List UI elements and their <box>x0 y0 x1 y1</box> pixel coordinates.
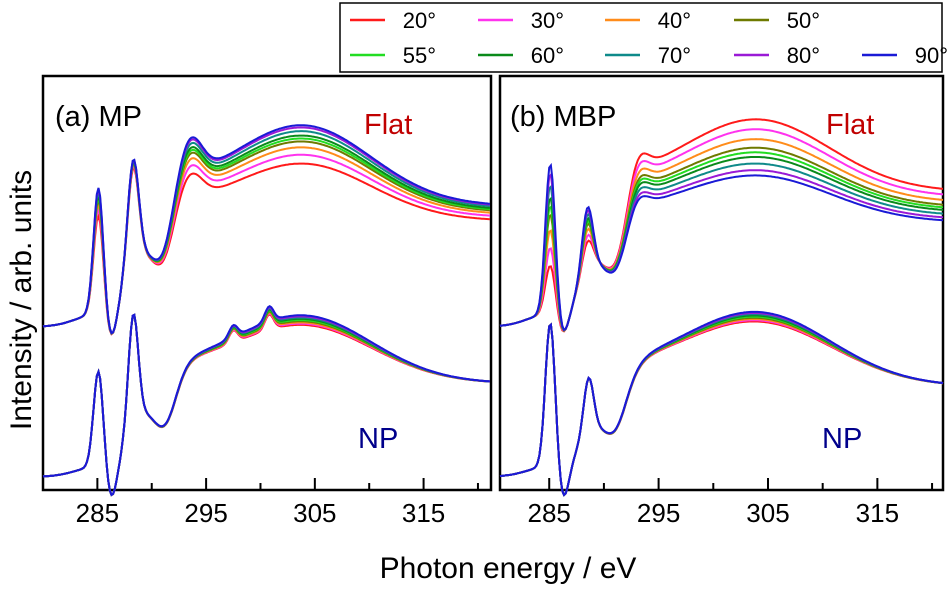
np-series-20deg <box>42 313 490 497</box>
np-series-90deg <box>42 305 490 497</box>
legend: 20° 30° 40° 50° 55° 60° 70° 80° 90° <box>339 2 947 73</box>
flat-series-40deg <box>42 146 491 336</box>
legend-label: 55° <box>403 43 436 68</box>
x-tick-label: 295 <box>637 498 680 528</box>
legend-label: 90° <box>915 43 947 68</box>
np-series-20deg <box>499 320 944 497</box>
legend-label: 60° <box>531 43 564 68</box>
x-tick-label: 305 <box>746 498 789 528</box>
np-series-30deg <box>42 312 491 497</box>
np-series-60deg <box>499 314 944 497</box>
np-series-55deg <box>499 315 944 497</box>
np-series-50deg <box>42 310 490 497</box>
legend-label: 20° <box>403 8 436 33</box>
np-series-80deg <box>499 312 944 497</box>
legend-label: 70° <box>658 43 691 68</box>
flat-series-80deg <box>42 126 490 335</box>
panel-a-flat-traces <box>42 124 491 336</box>
x-tick-label: 285 <box>76 498 119 528</box>
flat-series-55deg <box>42 137 491 335</box>
panel-a-flat-tag: Flat <box>364 109 412 141</box>
flat-series-90deg <box>499 162 944 332</box>
x-tick-label: 295 <box>184 498 227 528</box>
panel-b-frame <box>498 74 945 492</box>
np-series-50deg <box>499 316 944 497</box>
x-tick-label: 315 <box>402 498 445 528</box>
flat-series-30deg <box>42 153 490 336</box>
np-series-70deg <box>42 307 491 497</box>
flat-series-20deg <box>499 118 944 333</box>
panel-b-np-tag: NP <box>822 423 862 455</box>
np-series-30deg <box>499 319 944 497</box>
legend-label: 40° <box>658 8 691 33</box>
legend-label: 30° <box>531 8 564 33</box>
np-series-70deg <box>499 313 944 497</box>
x-tick-label: 305 <box>293 498 336 528</box>
np-series-90deg <box>499 310 944 497</box>
panel-b-np-traces <box>499 310 944 497</box>
panel-a-ticks: 285 295 305 315 <box>42 478 479 528</box>
panel-b-label: (b) MBP <box>510 101 616 133</box>
panel-b-flat-tag: Flat <box>826 109 874 141</box>
panel-a-np-traces <box>42 305 491 497</box>
panel-a: 285 295 305 315 (a) MP Flat NP <box>41 74 493 528</box>
panel-a-frame <box>41 74 493 492</box>
x-tick-label: 285 <box>528 498 571 528</box>
x-tick-label: 315 <box>856 498 899 528</box>
np-series-40deg <box>499 318 944 497</box>
np-series-40deg <box>42 311 490 497</box>
flat-series-30deg <box>499 128 944 333</box>
panel-b-ticks: 285 295 305 315 <box>528 478 934 528</box>
np-series-80deg <box>42 306 490 497</box>
legend-label: 50° <box>787 8 820 33</box>
flat-series-60deg <box>42 134 490 335</box>
panel-b-flat-traces <box>499 118 944 333</box>
x-axis-title: Photon energy / eV <box>380 552 637 585</box>
panel-a-np-tag: NP <box>358 423 398 455</box>
np-series-60deg <box>42 308 490 497</box>
flat-series-90deg <box>42 124 490 335</box>
legend-items: 20° 30° 40° 50° 55° 60° 70° 80° 90° <box>350 8 947 68</box>
legend-box <box>339 2 943 73</box>
y-axis-title: Intensity / arb. units <box>5 170 38 430</box>
panel-a-label: (a) MP <box>55 101 142 133</box>
legend-label: 80° <box>787 43 820 68</box>
panel-b: 285 295 305 315 (b) MBP Flat NP <box>498 74 945 528</box>
flat-series-70deg <box>499 162 944 332</box>
flat-series-60deg <box>499 156 944 332</box>
np-series-55deg <box>42 309 490 497</box>
